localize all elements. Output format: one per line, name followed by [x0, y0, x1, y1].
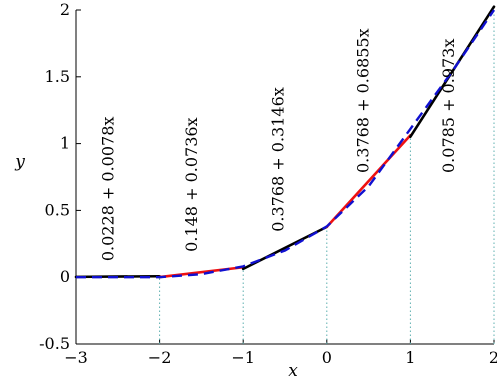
y-tick-label: -0.5	[39, 334, 70, 353]
segment-equation-label-5: 0.0785 + 0.973x	[439, 39, 458, 173]
x-tick-label: −2	[148, 348, 172, 367]
x-tick-label: 2	[489, 348, 497, 367]
reference-curve	[76, 9, 495, 279]
y-tick-label: 1	[60, 134, 70, 153]
x-tick-label: 1	[405, 348, 415, 367]
x-tick-label: −1	[231, 348, 255, 367]
y-axis-title: y	[14, 152, 25, 172]
segment-equation-label-3: 0.3768 + 0.3146x	[268, 87, 287, 232]
plot-area: -0.5 0 0.5 1 1.5 2 −3 −2 −1 0 1 2 0.0228 + 0.0078x 0.…	[39, 0, 497, 367]
segment-equation-label-1: 0.0228 + 0.0078x	[99, 117, 118, 262]
x-tick-label: 0	[322, 348, 332, 367]
y-tick-label: 0	[60, 267, 70, 286]
y-tick-label: 1.5	[45, 67, 70, 86]
x-axis-title: x	[288, 361, 298, 381]
y-tick-label: 0.5	[45, 200, 70, 219]
segment-equation-label-4: 0.3768 + 0.6855x	[354, 28, 373, 173]
segment-equation-label-2: 0.148 + 0.0736x	[182, 117, 201, 251]
y-tick-label: 2	[60, 0, 70, 19]
x-tick-label: −3	[64, 348, 88, 367]
